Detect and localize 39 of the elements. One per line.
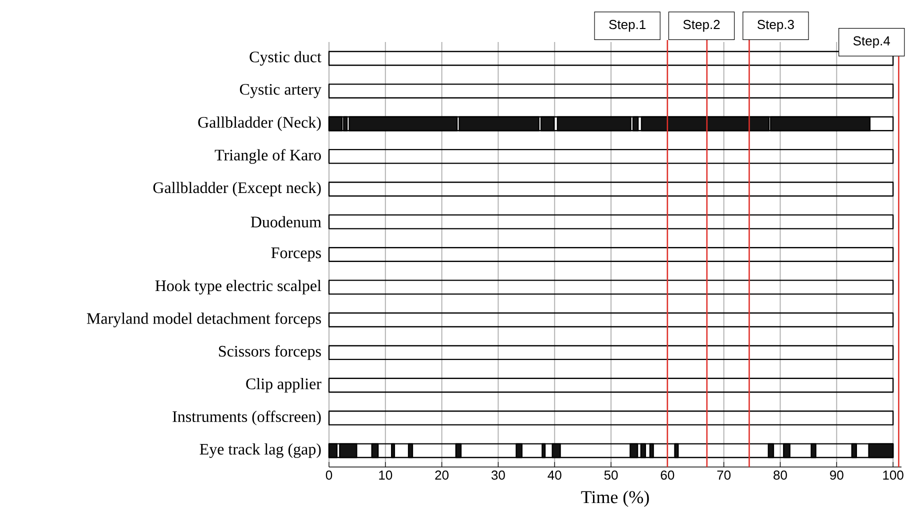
y-tick-label: Gallbladder (Neck)	[198, 116, 321, 131]
y-tick-label: Gallbladder (Except neck)	[153, 182, 321, 196]
bar	[328, 214, 894, 230]
y-tick-label: Duodenum	[250, 216, 322, 228]
x-tick-label: 0	[326, 470, 332, 480]
y-tick-label: Forceps	[271, 248, 321, 262]
x-tick-label: 100	[883, 470, 904, 480]
y-tick-label: Triangle of Karo	[214, 149, 321, 164]
bar	[328, 378, 894, 393]
bar	[328, 345, 894, 360]
y-tick-label: Cystic duct	[250, 51, 322, 66]
y-tick-label: Hook type electric scalpel	[155, 280, 322, 294]
y-tick-label: Instruments (offscreen)	[172, 410, 321, 426]
x-tick-label: 40	[548, 470, 562, 480]
x-axis-title: Time (%)	[581, 490, 649, 507]
bar	[328, 410, 894, 426]
y-tick-label: Clip applier	[246, 378, 322, 393]
bar	[328, 84, 894, 99]
ref-line-label: Step.4	[853, 36, 890, 48]
x-tick-label: 90	[830, 470, 844, 480]
ref-line-label: Step.2	[683, 20, 720, 32]
bar	[328, 148, 894, 164]
bar	[328, 182, 894, 197]
ref-line-label: Step.3	[758, 20, 794, 32]
x-tick-label: 10	[379, 470, 392, 480]
x-tick-label: 70	[717, 470, 731, 480]
bar	[328, 247, 894, 262]
bar	[328, 280, 894, 295]
y-tick-label: Eye track lag (gap)	[200, 443, 321, 458]
y-tick-label: Cystic artery	[240, 84, 322, 98]
x-tick-label: 80	[774, 470, 787, 480]
bar	[328, 312, 894, 328]
x-tick-label: 60	[660, 470, 674, 480]
y-tick-label: Scissors forceps	[219, 345, 321, 360]
x-tick-label: 30	[491, 470, 505, 480]
x-tick-label: 50	[604, 470, 618, 480]
ref-line-label: Step.1	[609, 20, 646, 32]
x-tick-label: 20	[435, 470, 449, 480]
y-tick-label: Maryland model detachment forceps	[86, 312, 321, 328]
